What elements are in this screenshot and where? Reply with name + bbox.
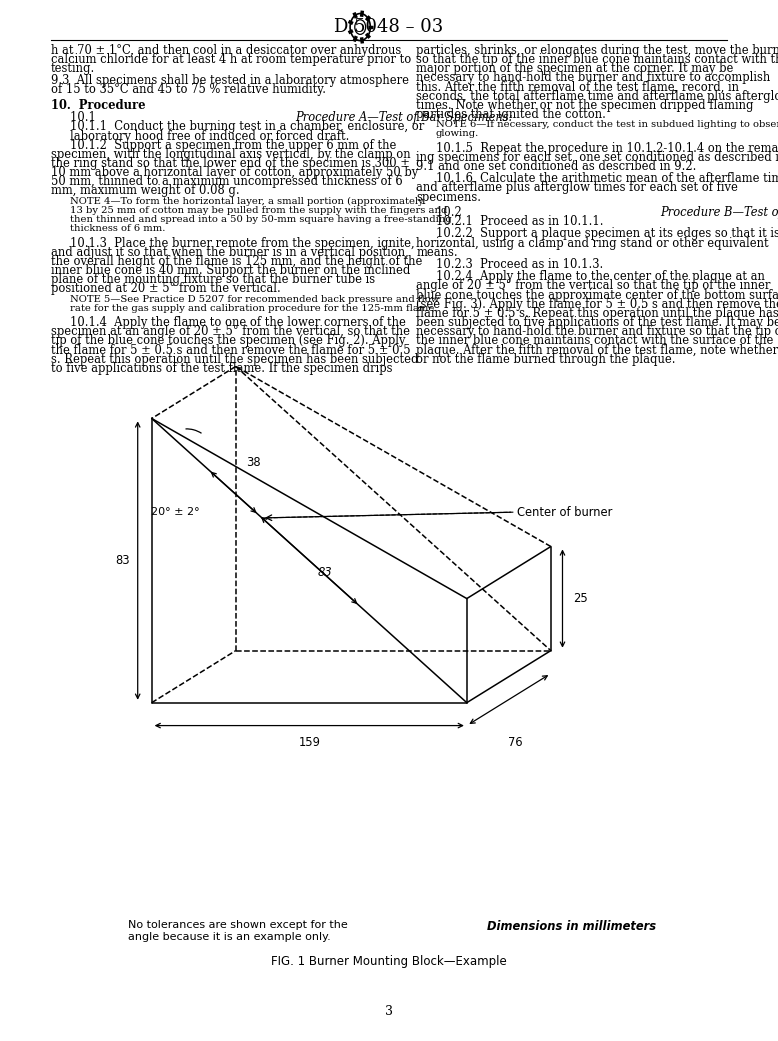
Text: 13 by 25 mm of cotton may be pulled from the supply with the fingers and: 13 by 25 mm of cotton may be pulled from… [70, 206, 447, 214]
Text: s. Repeat this operation until the specimen has been subjected: s. Repeat this operation until the speci… [51, 353, 418, 365]
Text: plane of the mounting fixture so that the burner tube is: plane of the mounting fixture so that th… [51, 273, 375, 286]
Text: 83: 83 [317, 566, 332, 579]
Text: NOTE 5—See Practice D 5207 for recommended back pressure and flow: NOTE 5—See Practice D 5207 for recommend… [70, 295, 440, 304]
Text: glowing.: glowing. [436, 129, 479, 138]
Text: 9.3  All specimens shall be tested in a laboratory atmosphere: 9.3 All specimens shall be tested in a l… [51, 74, 408, 87]
Text: seconds, the total afterflame time and afterflame plus afterglow: seconds, the total afterflame time and a… [416, 90, 778, 102]
Text: NOTE 4—To form the horizontal layer, a small portion (approximately: NOTE 4—To form the horizontal layer, a s… [70, 197, 424, 206]
Text: Procedure B—Test of Plaque Specimens:: Procedure B—Test of Plaque Specimens: [661, 206, 778, 219]
Text: calcium chloride for at least 4 h at room temperature prior to: calcium chloride for at least 4 h at roo… [51, 53, 411, 66]
Text: 50 mm, thinned to a maximum uncompressed thickness of 6: 50 mm, thinned to a maximum uncompressed… [51, 175, 402, 188]
Text: No tolerances are shown except for the
angle because it is an example only.: No tolerances are shown except for the a… [128, 920, 348, 942]
Text: major portion of the specimen at the corner. It may be: major portion of the specimen at the cor… [416, 62, 734, 75]
Text: rate for the gas supply and calibration procedure for the 125-mm flame.: rate for the gas supply and calibration … [70, 304, 437, 312]
Text: particles, shrinks, or elongates during the test, move the burner: particles, shrinks, or elongates during … [416, 44, 778, 56]
Text: angle of 20 ± 5° from the vertical so that the tip of the inner: angle of 20 ± 5° from the vertical so th… [416, 279, 770, 293]
Text: 9.1 and one set conditioned as described in 9.2.: 9.1 and one set conditioned as described… [416, 160, 696, 173]
Text: plaque. After the fifth removal of the test flame, note whether: plaque. After the fifth removal of the t… [416, 344, 778, 356]
Text: laboratory hood free of induced or forced draft.: laboratory hood free of induced or force… [70, 129, 349, 143]
Text: NOTE 6—If necessary, conduct the test in subdued lighting to observe: NOTE 6—If necessary, conduct the test in… [436, 120, 778, 129]
Text: positioned at 20 ± 5° from the vertical.: positioned at 20 ± 5° from the vertical. [51, 282, 280, 296]
Text: thickness of 6 mm.: thickness of 6 mm. [70, 224, 166, 233]
Text: this. After the fifth removal of the test flame, record, in: this. After the fifth removal of the tes… [416, 80, 739, 94]
Text: 10.1.1  Conduct the burning test in a chamber, enclosure, or: 10.1.1 Conduct the burning test in a cha… [70, 121, 424, 133]
Text: 20° ± 2°: 20° ± 2° [151, 507, 199, 517]
Text: 10.2.4  Apply the flame to the center of the plaque at an: 10.2.4 Apply the flame to the center of … [436, 271, 765, 283]
Text: necessary to hand-hold the burner and fixture so that the tip of: necessary to hand-hold the burner and fi… [416, 325, 778, 338]
Text: inner blue cone is 40 mm. Support the burner on the inclined: inner blue cone is 40 mm. Support the bu… [51, 264, 410, 277]
Text: and adjust it so that when the burner is in a vertical position,: and adjust it so that when the burner is… [51, 246, 408, 258]
Text: FIG. 1 Burner Mounting Block—Example: FIG. 1 Burner Mounting Block—Example [271, 955, 507, 967]
Text: 10.1: 10.1 [70, 111, 103, 124]
Text: ing specimens for each set, one set conditioned as described in: ing specimens for each set, one set cond… [416, 151, 778, 163]
Text: Center of burner: Center of burner [517, 506, 613, 518]
Text: h at 70 ± 1°C, and then cool in a desiccator over anhydrous: h at 70 ± 1°C, and then cool in a desicc… [51, 44, 401, 56]
Text: times. Note whether or not the specimen dripped flaming: times. Note whether or not the specimen … [416, 99, 754, 111]
Text: specimen, with the longitudinal axis vertical, by the clamp on: specimen, with the longitudinal axis ver… [51, 148, 410, 160]
Text: Procedure A—Test of Bar Specimens:: Procedure A—Test of Bar Specimens: [295, 111, 512, 124]
Text: specimen at an angle of 20 ± 5° from the vertical, so that the: specimen at an angle of 20 ± 5° from the… [51, 325, 409, 338]
Text: D 5048 – 03: D 5048 – 03 [335, 18, 443, 36]
Text: 10.1.4  Apply the flame to one of the lower corners of the: 10.1.4 Apply the flame to one of the low… [70, 316, 406, 329]
Text: 159: 159 [298, 736, 321, 748]
Text: 10.2: 10.2 [436, 206, 468, 219]
Text: flame for 5 ± 0.5 s. Repeat this operation until the plaque has: flame for 5 ± 0.5 s. Repeat this operati… [416, 307, 778, 320]
Text: necessary to hand-hold the burner and fixture to accomplish: necessary to hand-hold the burner and fi… [416, 71, 770, 84]
Text: so that the tip of the inner blue cone maintains contact with the: so that the tip of the inner blue cone m… [416, 53, 778, 66]
Text: of 15 to 35°C and 45 to 75 % relative humidity.: of 15 to 35°C and 45 to 75 % relative hu… [51, 83, 325, 97]
Text: the flame for 5 ± 0.5 s and then remove the flame for 5 ± 0.5: the flame for 5 ± 0.5 s and then remove … [51, 344, 410, 356]
Text: means.: means. [416, 246, 458, 258]
Text: particles that ignited the cotton.: particles that ignited the cotton. [416, 108, 606, 121]
Text: the overall height of the flame is 125 mm, and the height of the: the overall height of the flame is 125 m… [51, 255, 422, 268]
Text: specimens.: specimens. [416, 191, 482, 203]
Text: then thinned and spread into a 50 by 50-mm square having a free-standing: then thinned and spread into a 50 by 50-… [70, 215, 452, 224]
Text: to five applications of the test flame. If the specimen drips: to five applications of the test flame. … [51, 362, 392, 375]
Text: 10.2.2  Support a plaque specimen at its edges so that it is: 10.2.2 Support a plaque specimen at its … [436, 227, 778, 240]
Text: 10.1.3  Place the burner remote from the specimen, ignite,: 10.1.3 Place the burner remote from the … [70, 236, 415, 250]
Text: 38: 38 [246, 456, 261, 469]
Text: tip of the blue cone touches the specimen (see Fig. 2). Apply: tip of the blue cone touches the specime… [51, 334, 405, 348]
Text: Dimensions in millimeters: Dimensions in millimeters [487, 920, 657, 933]
Text: been subjected to five applications of the test flame. It may be: been subjected to five applications of t… [416, 316, 778, 329]
Text: 10.1.6  Calculate the arithmetic mean of the afterflame time: 10.1.6 Calculate the arithmetic mean of … [436, 172, 778, 185]
Text: 10.1.5  Repeat the procedure in 10.1.2-10.1.4 on the remain-: 10.1.5 Repeat the procedure in 10.1.2-10… [436, 142, 778, 154]
Text: (see Fig. 3). Apply the flame for 5 ± 0.5 s and then remove the: (see Fig. 3). Apply the flame for 5 ± 0.… [416, 298, 778, 310]
Text: the ring stand so that the lower end of the specimen is 300 ±: the ring stand so that the lower end of … [51, 157, 409, 170]
Text: or not the flame burned through the plaque.: or not the flame burned through the plaq… [416, 353, 676, 365]
Text: 10.  Procedure: 10. Procedure [51, 99, 145, 111]
Text: blue cone touches the approximate center of the bottom surface: blue cone touches the approximate center… [416, 288, 778, 302]
Text: 25: 25 [573, 592, 587, 605]
Text: 83: 83 [115, 554, 129, 567]
Text: and afterflame plus afterglow times for each set of five: and afterflame plus afterglow times for … [416, 181, 738, 195]
Text: testing.: testing. [51, 62, 95, 75]
Text: 3: 3 [385, 1006, 393, 1018]
Text: 10.2.3  Proceed as in 10.1.3.: 10.2.3 Proceed as in 10.1.3. [436, 258, 603, 271]
Text: 10 mm above a horizontal layer of cotton, approximately 50 by: 10 mm above a horizontal layer of cotton… [51, 167, 418, 179]
Text: horizontal, using a clamp and ring stand or other equivalent: horizontal, using a clamp and ring stand… [416, 236, 769, 250]
Text: 10.1.2  Support a specimen from the upper 6 mm of the: 10.1.2 Support a specimen from the upper… [70, 138, 397, 152]
Text: 10.2.1  Proceed as in 10.1.1.: 10.2.1 Proceed as in 10.1.1. [436, 215, 603, 228]
Text: mm, maximum weight of 0.08 g.: mm, maximum weight of 0.08 g. [51, 184, 239, 198]
Text: the inner blue cone maintains contact with the surface of the: the inner blue cone maintains contact wi… [416, 334, 773, 348]
Text: 76: 76 [508, 736, 522, 748]
